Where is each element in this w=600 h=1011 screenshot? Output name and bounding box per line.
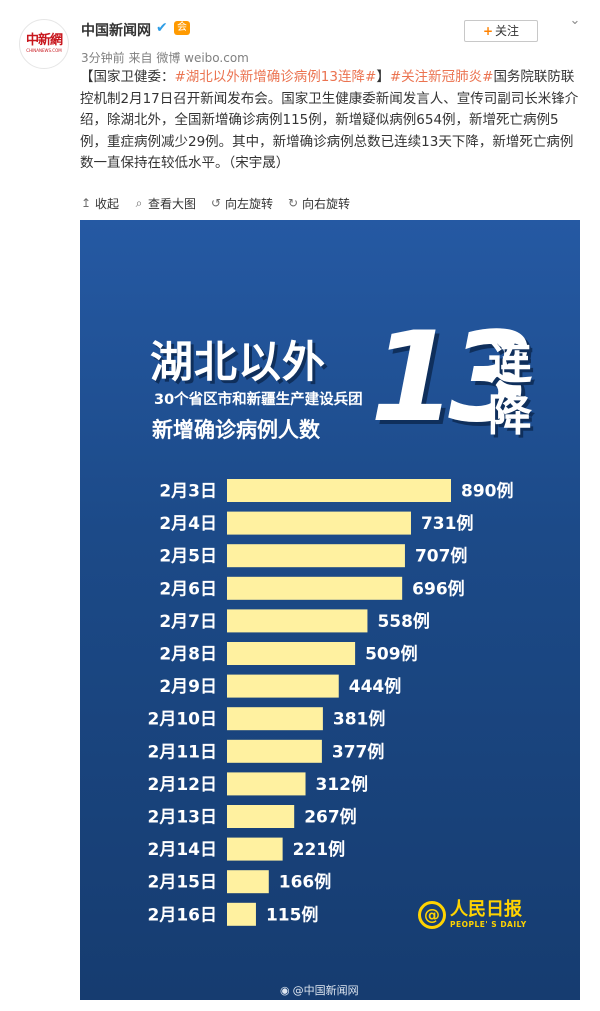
graphic-lian: 连降: [488, 338, 532, 441]
value-label: 696例: [412, 578, 465, 599]
category-label: 2月8日: [159, 645, 217, 665]
magnifier-icon: ⌕: [135, 195, 143, 210]
post-prefix: 【国家卫健委：: [80, 69, 175, 85]
bar: [227, 739, 322, 763]
category-label: 2月13日: [148, 808, 218, 828]
category-label: 2月4日: [159, 514, 217, 534]
bar: [227, 837, 283, 861]
bar: [227, 870, 269, 894]
post-text: 【国家卫健委：#湖北以外新增确诊病例13连降#】#关注新冠肺炎#国务院联防联控机…: [80, 67, 585, 175]
post-header: 中新網 CHINANEWS.COM 中国新闻网 ✔ 会 3分钟前 来自 微博 w…: [0, 0, 600, 70]
graphic-subtitle-2: 新增确诊病例人数: [152, 418, 320, 442]
weibo-icon: ◉: [280, 983, 290, 997]
brand-logo: @ 人民日报 PEOPLE' S DAILY: [418, 900, 527, 929]
rotate-left-label: 向左旋转: [225, 196, 274, 211]
bar: [227, 609, 368, 633]
watermark-text: @中国新闻网: [292, 984, 359, 997]
value-label: 166例: [279, 872, 332, 893]
follow-button[interactable]: + 关注: [464, 20, 538, 42]
brand-name: 人民日报: [450, 899, 522, 920]
value-label: 221例: [293, 839, 346, 860]
value-label: 558例: [377, 611, 430, 632]
collapse-label: 收起: [95, 196, 120, 211]
verified-icon[interactable]: ✔: [156, 20, 168, 36]
rotate-right-label: 向右旋转: [302, 196, 351, 211]
value-label: 267例: [304, 807, 357, 828]
category-label: 2月15日: [148, 873, 218, 893]
follow-button-label: 关注: [495, 24, 520, 38]
bar: [227, 805, 295, 828]
category-label: 2月14日: [148, 840, 218, 860]
value-label: 731例: [421, 513, 474, 534]
bar: [227, 902, 256, 926]
value-label: 381例: [333, 709, 386, 730]
avatar-logo-sub: CHINANEWS.COM: [26, 48, 62, 53]
category-label: 2月9日: [159, 677, 217, 697]
category-label: 2月7日: [159, 612, 217, 632]
graphic-number: 13: [370, 306, 535, 450]
at-sign-icon: @: [418, 900, 446, 929]
value-label: 444例: [349, 676, 402, 697]
post-source-prefix: 来自: [128, 51, 153, 65]
view-original-button[interactable]: ⌕ 查看大图: [133, 195, 196, 212]
bar: [227, 479, 451, 502]
category-label: 2月6日: [159, 579, 217, 599]
watermark: ◉ @中国新闻网: [280, 982, 359, 998]
hashtag-link-2[interactable]: #关注新冠肺炎#: [389, 69, 494, 85]
bar: [227, 511, 411, 535]
rotate-right-icon: ↻: [288, 196, 299, 210]
post-meta: 3分钟前 来自 微博 weibo.com: [81, 49, 249, 66]
bar: [227, 642, 356, 665]
account-name[interactable]: 中国新闻网: [81, 23, 151, 39]
value-label: 509例: [365, 644, 418, 665]
avatar[interactable]: 中新網 CHINANEWS.COM: [19, 19, 69, 69]
graphic-title: 湖北以外: [150, 338, 326, 388]
post-body: 国务院联防联控机制2月17日召开新闻发布会。国家卫生健康委新闻发言人、宣传司副司…: [80, 69, 579, 171]
chevron-down-icon[interactable]: ⌄: [569, 13, 581, 28]
post-source[interactable]: 微博 weibo.com: [156, 51, 249, 65]
up-arrow-icon: ↥: [80, 196, 92, 210]
plus-icon: +: [482, 24, 494, 38]
post-mid: 】: [376, 69, 390, 85]
value-label: 115例: [266, 904, 319, 925]
value-label: 377例: [332, 741, 385, 762]
value-label: 890例: [461, 481, 514, 502]
category-label: 2月5日: [159, 547, 217, 567]
category-label: 2月3日: [159, 482, 217, 502]
rotate-left-icon: ↺: [211, 196, 222, 210]
category-label: 2月16日: [148, 905, 218, 925]
post-time[interactable]: 3分钟前: [81, 51, 125, 65]
graphic-subtitle-1: 30个省区市和新疆生产建设兵团: [154, 392, 363, 408]
category-label: 2月12日: [148, 775, 218, 795]
category-label: 2月10日: [148, 710, 218, 730]
bar: [227, 772, 306, 796]
view-original-label: 查看大图: [148, 196, 197, 211]
value-label: 312例: [316, 774, 369, 795]
brand-name-en: PEOPLE' S DAILY: [450, 920, 527, 929]
bar: [227, 707, 323, 731]
avatar-logo-text: 中新網: [25, 33, 63, 48]
collapse-button[interactable]: ↥ 收起: [80, 195, 119, 212]
rotate-left-button[interactable]: ↺ 向左旋转: [210, 195, 273, 212]
bar-chart: 2月3日 890例 2月4日 731例 2月5日 707例 2月6日 696例 2月7日 558例…: [148, 479, 514, 926]
value-label: 707例: [415, 546, 468, 567]
member-badge-icon[interactable]: 会: [174, 21, 190, 35]
bar: [227, 674, 339, 698]
bar: [227, 576, 403, 600]
hashtag-link-1[interactable]: #湖北以外新增确诊病例13连降#: [174, 69, 377, 85]
bar: [227, 544, 405, 568]
image-toolbar: ↥ 收起 ⌕ 查看大图 ↺ 向左旋转 ↻ 向右旋转: [80, 194, 350, 212]
category-label: 2月11日: [148, 742, 218, 762]
rotate-right-button[interactable]: ↻ 向右旋转: [287, 195, 350, 212]
infographic-image[interactable]: 湖北以外 30个省区市和新疆生产建设兵团 新增确诊病例人数 13 连降 2月3日…: [80, 220, 580, 1000]
